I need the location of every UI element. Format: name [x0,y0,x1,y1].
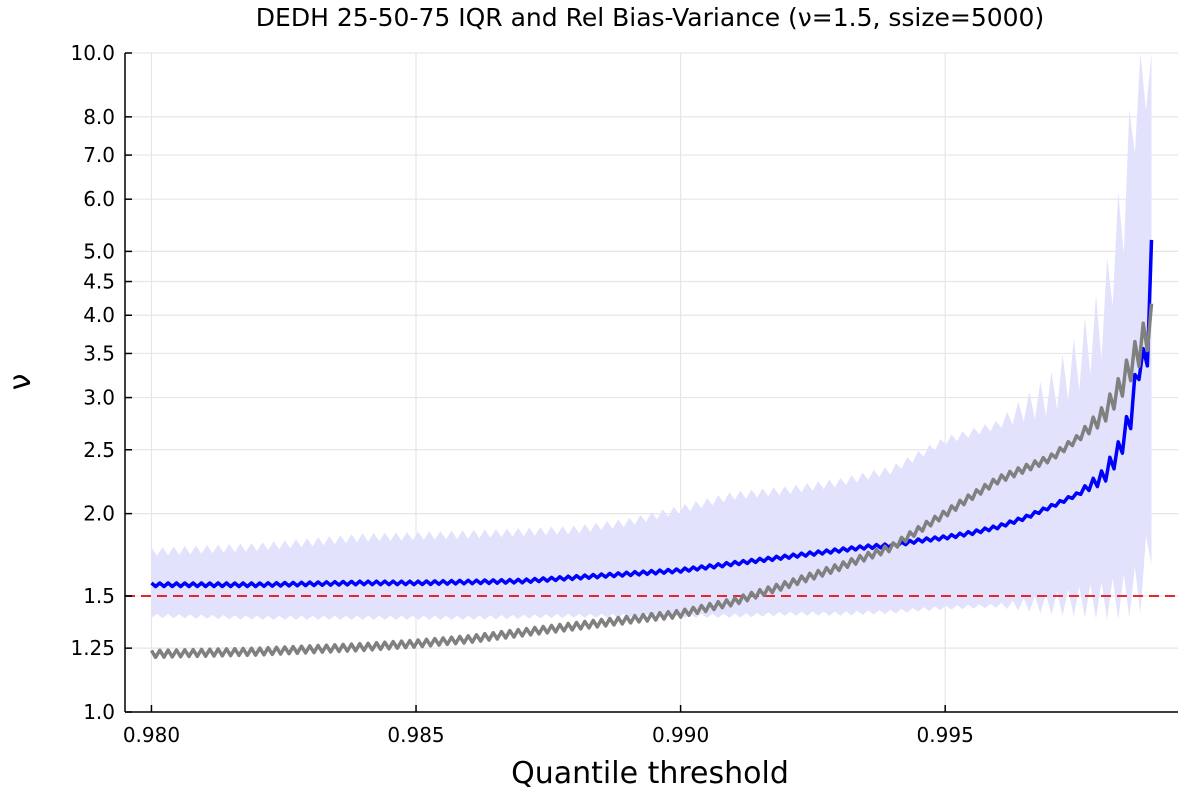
y-tick-label: 6.0 [83,187,115,211]
y-tick-label: 2.0 [83,502,115,526]
y-axis-title: ν [3,374,38,391]
chart-title: DEDH 25-50-75 IQR and Rel Bias-Variance … [256,3,1044,32]
x-tick-label: 0.980 [123,723,180,747]
iqr-band [151,53,1152,620]
series-line-2 [150,303,1154,660]
series-line-1 [150,239,1154,589]
y-tick-label: 4.0 [83,303,115,327]
y-tick-label: 8.0 [83,105,115,129]
y-tick-label: 5.0 [83,239,115,263]
iqr-band-layer [151,53,1152,620]
x-tick-label: 0.985 [387,723,444,747]
y-tick-label: 2.5 [83,438,115,462]
y-tick-label: 4.5 [83,270,115,294]
y-tick-label: 3.0 [83,386,115,410]
y-tick-label: 1.0 [83,700,115,724]
y-tick-label: 1.5 [83,584,115,608]
series-layer [150,239,1154,660]
x-axis-title: Quantile threshold [511,756,789,791]
axes [124,52,1178,713]
y-tick-label: 1.25 [70,636,115,660]
y-tick-label: 7.0 [83,143,115,167]
y-tick-label: 10.0 [70,41,115,65]
y-tick-label: 3.5 [83,341,115,365]
x-tick-label: 0.990 [652,723,709,747]
x-tick-label: 0.995 [917,723,974,747]
tick-labels: 0.980 0.985 0.990 0.995 1.0 1.25 1.5 2.0 2.5 3.0 3… [70,41,973,747]
